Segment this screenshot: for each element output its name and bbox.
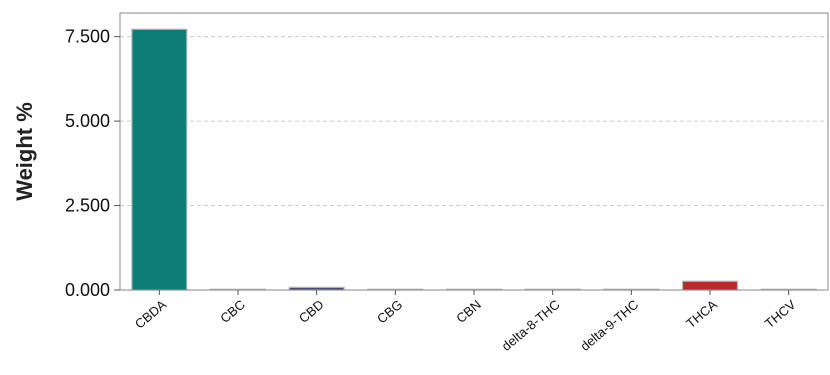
x-axis-labels: CBDA CBC CBD CBG CBN delta-8-THC delta-9-THC TH… xyxy=(132,290,799,354)
y-axis-title: Weight % xyxy=(12,102,37,201)
x-tick-label: CBC xyxy=(217,297,248,326)
bar-cbda xyxy=(131,28,188,291)
bar-thca xyxy=(681,280,739,291)
y-tick-label: 7.500 xyxy=(65,27,110,47)
y-tick-label: 5.000 xyxy=(65,111,110,131)
bars xyxy=(131,28,817,291)
x-tick-label: CBD xyxy=(296,297,327,326)
y-tick-label: 0.000 xyxy=(65,280,110,300)
x-tick-label: CBN xyxy=(453,297,484,326)
plot-frame xyxy=(119,12,829,291)
x-tick-label: delta-9-THC xyxy=(577,297,641,354)
y-axis-ticks: 0.000 2.500 5.000 7.500 xyxy=(65,27,120,300)
x-tick-label: THCA xyxy=(683,297,720,331)
x-tick-label: delta-8-THC xyxy=(499,297,563,354)
grid-lines xyxy=(120,36,828,207)
x-tick-label: CBDA xyxy=(132,297,170,332)
y-tick-label: 2.500 xyxy=(65,196,110,216)
x-tick-label: CBG xyxy=(374,297,405,327)
x-tick-label: THCV xyxy=(762,297,799,331)
